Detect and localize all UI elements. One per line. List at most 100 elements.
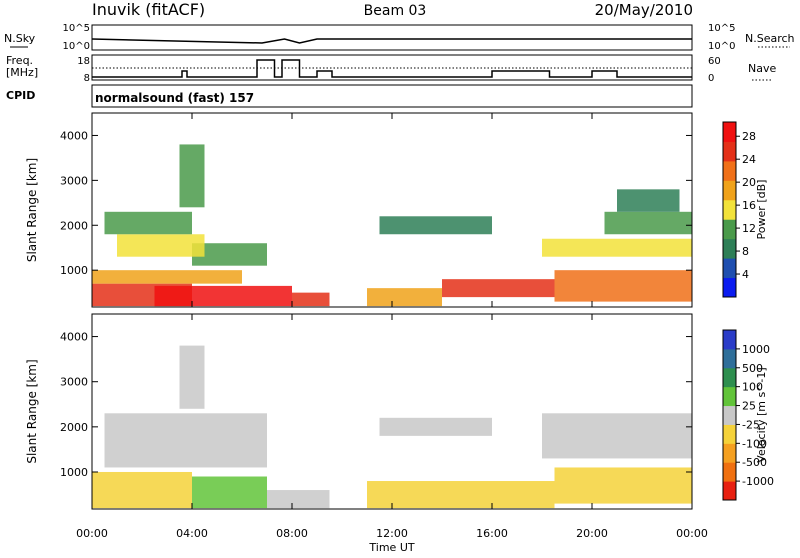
date-title: 20/May/2010	[595, 1, 693, 19]
nsearch-tick-top: 10^5	[708, 23, 735, 34]
freq-label: Freq.	[6, 54, 33, 67]
x-tick-label: 00:00	[76, 527, 108, 540]
echo-region	[92, 471, 192, 509]
echo-region	[92, 270, 242, 284]
nsky-tick-bottom: 10^0	[63, 41, 90, 52]
echo-region	[554, 270, 692, 302]
echo-region	[104, 413, 267, 468]
cpid-label: CPID	[6, 89, 35, 102]
colorbar-segment	[723, 348, 736, 369]
colorbar-segment	[723, 180, 736, 201]
y-tick-label: 1000	[60, 466, 88, 479]
colorbar-tick-label: 28	[742, 130, 756, 143]
colorbar-segment	[723, 386, 736, 407]
freq-unit-label: [MHz]	[6, 66, 38, 79]
colorbar-tick-label: -1000	[742, 475, 774, 488]
x-tick-label: 00:00	[676, 527, 708, 540]
echo-region	[117, 234, 205, 257]
echo-region	[542, 238, 692, 257]
nave-tick-top: 60	[708, 56, 721, 67]
velocity-colorbar: 1000 500 100 25 -25 -100 -500 -1000 Velocity [m …	[722, 329, 774, 501]
nave-tick-bottom: 0	[708, 73, 714, 84]
nsky-label: N.Sky	[4, 32, 36, 45]
freq-tick-top: 18	[77, 56, 90, 67]
colorbar-segment	[723, 424, 736, 444]
colorbar-title: Power [dB]	[755, 180, 768, 240]
power-panel: 1000 2000 3000 4000 Slant Range [km]	[25, 112, 693, 308]
nsearch-label: N.Search	[745, 32, 795, 45]
station-title: Inuvik (fitACF)	[92, 0, 205, 19]
echo-region	[442, 279, 555, 298]
cpid-text: normalsound (fast) 157	[95, 91, 254, 105]
colorbar-frame	[722, 121, 737, 298]
colorbar-segment	[723, 160, 736, 181]
x-tick-label: 12:00	[376, 527, 408, 540]
echo-region	[379, 417, 492, 436]
nsearch-tick-bottom: 10^0	[708, 41, 735, 52]
colorbar-segment	[723, 462, 736, 482]
y-axis-title: Slant Range [km]	[25, 359, 39, 463]
x-tick-label: 04:00	[176, 527, 208, 540]
cpid-panel	[91, 84, 693, 108]
echo-region	[267, 490, 330, 509]
echo-region	[367, 288, 442, 307]
y-axis-title: Slant Range [km]	[25, 158, 39, 262]
colorbar-tick-label: -500	[742, 456, 767, 469]
colorbar-tick-label: 500	[742, 362, 763, 375]
time-axis-ticks: 00:00 04:00 08:00 12:00 16:00 20:00 00:00	[76, 527, 708, 540]
freq-tick-bottom: 8	[84, 73, 90, 84]
echo-region	[192, 243, 267, 266]
echo-region	[192, 476, 267, 509]
y-tick-label: 1000	[60, 264, 88, 277]
colorbar-tick-label: 25	[742, 400, 756, 413]
colorbar-segment	[723, 330, 736, 350]
colorbar-segment	[723, 219, 736, 240]
y-tick-label: 4000	[60, 331, 88, 344]
echo-region	[617, 189, 680, 212]
colorbar-tick-label: 20	[742, 176, 756, 189]
echo-region	[604, 211, 692, 235]
colorbar-tick-label: 24	[742, 153, 756, 166]
colorbar-segment	[723, 481, 736, 501]
colorbar-tick-label: 1000	[742, 343, 770, 356]
x-axis-title: Time UT	[368, 541, 414, 554]
echo-region	[379, 216, 492, 235]
colorbar-segment	[723, 199, 736, 220]
nave-label: Nave	[748, 62, 776, 75]
echo-region	[367, 481, 555, 509]
echo-region	[179, 345, 205, 409]
colorbar-tick-label: 12	[742, 222, 756, 235]
nsky-panel	[91, 24, 693, 51]
colorbar-segment	[723, 141, 736, 162]
y-tick-label: 3000	[60, 174, 88, 187]
colorbar-title: Velocity [m s^-1]	[755, 367, 768, 462]
colorbar-tick-label: 100	[742, 381, 763, 394]
colorbar-segment	[723, 238, 736, 259]
nsky-tick-top: 10^5	[63, 23, 90, 34]
y-tick-label: 2000	[60, 219, 88, 232]
velocity-panel: 1000 2000 3000 4000 Slant Range [km]	[25, 313, 693, 510]
colorbar-tick-label: -100	[742, 437, 767, 450]
colorbar-segment	[723, 122, 736, 142]
colorbar-segment	[723, 443, 736, 463]
echo-region	[554, 467, 692, 504]
x-tick-label: 20:00	[576, 527, 608, 540]
beam-title: Beam 03	[364, 3, 427, 19]
echo-region	[542, 413, 692, 459]
echo-region	[179, 144, 205, 208]
colorbar-tick-label: 16	[742, 199, 756, 212]
y-tick-label: 4000	[60, 129, 88, 142]
colorbar-segment	[723, 405, 736, 425]
x-tick-label: 16:00	[476, 527, 508, 540]
colorbar-segment	[723, 258, 736, 279]
colorbar-segment	[723, 277, 736, 298]
y-tick-label: 2000	[60, 421, 88, 434]
power-colorbar: 4 8 12 16 20 24 28 Power [dB]	[722, 121, 768, 298]
x-tick-label: 08:00	[276, 527, 308, 540]
y-tick-label: 3000	[60, 376, 88, 389]
colorbar-tick-label: -25	[742, 418, 760, 431]
colorbar-tick-label: 4	[742, 268, 749, 281]
colorbar-frame	[722, 329, 737, 501]
